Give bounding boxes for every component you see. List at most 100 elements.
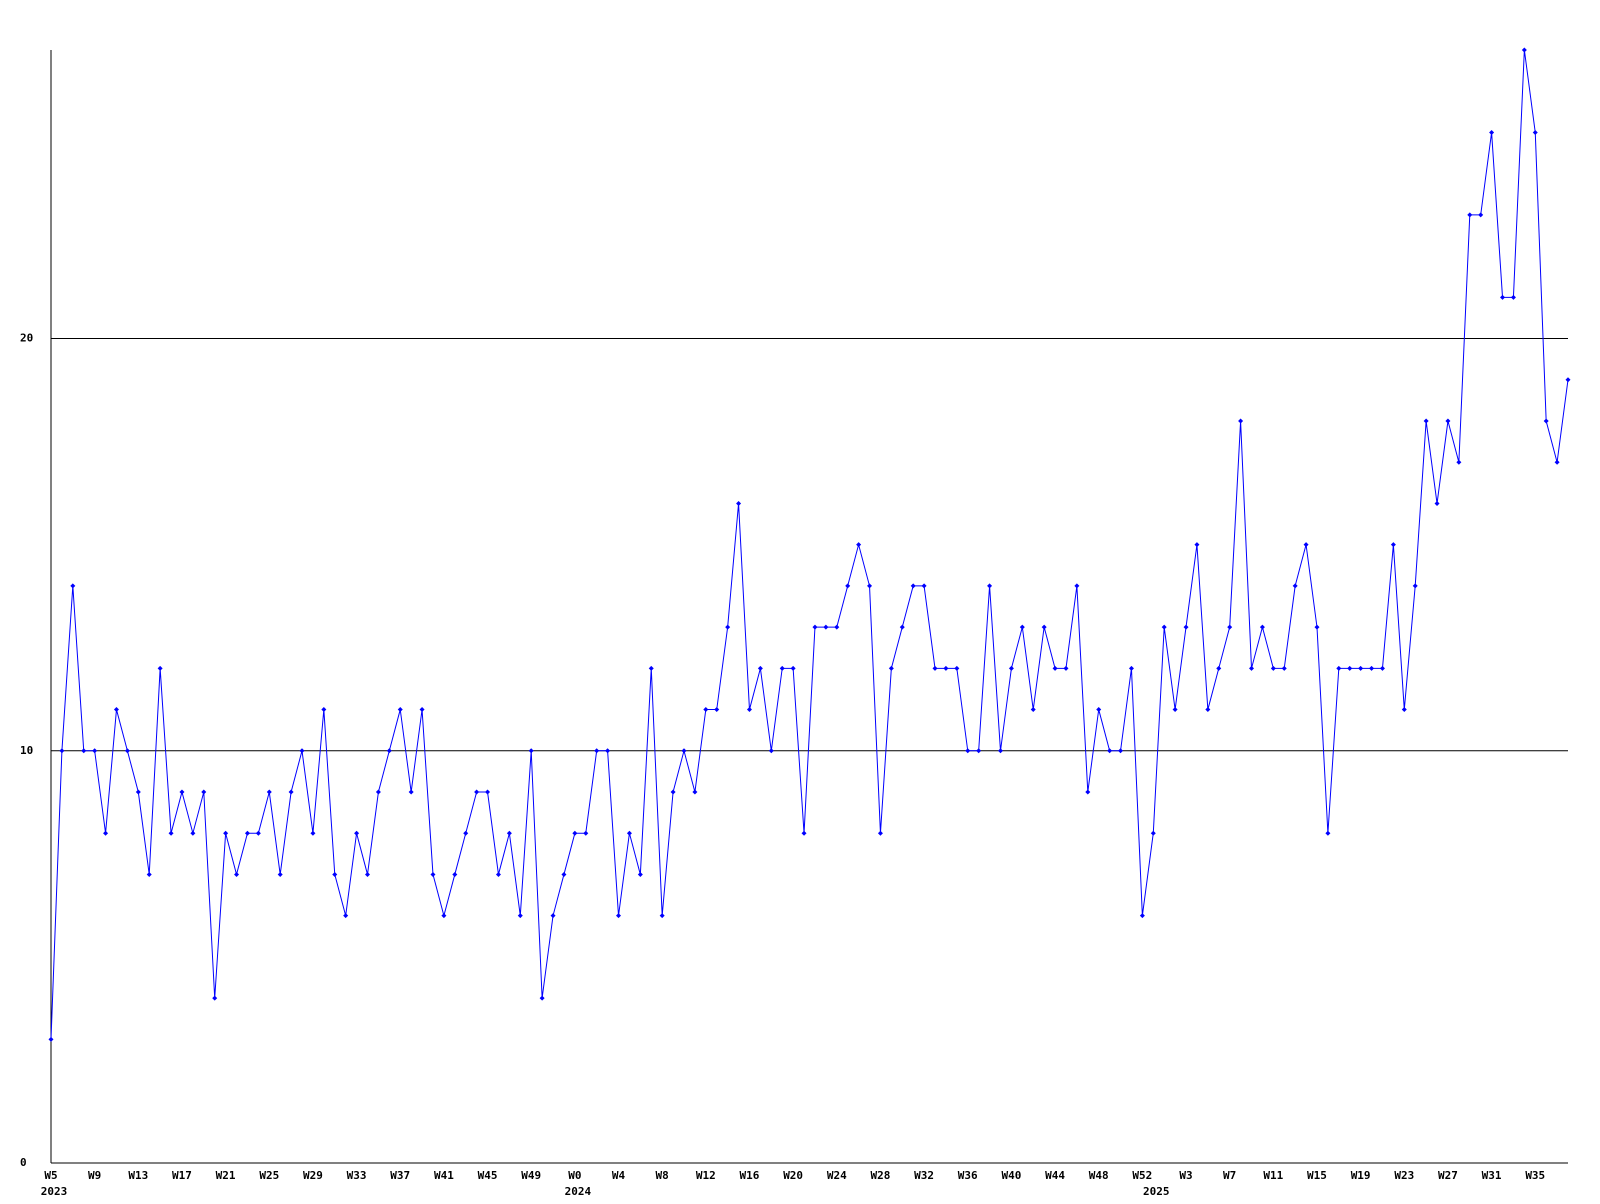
point-marker	[343, 913, 349, 919]
point-marker	[1314, 624, 1320, 630]
point-marker	[1150, 830, 1156, 836]
point-marker	[332, 871, 338, 877]
point-marker	[681, 748, 687, 754]
point-marker	[746, 707, 752, 713]
x-group-label: 2024	[565, 1185, 592, 1198]
point-marker	[790, 665, 796, 671]
point-marker	[1052, 665, 1058, 671]
x-tick-label: W28	[871, 1169, 891, 1182]
point-marker	[70, 583, 76, 589]
point-marker	[1489, 129, 1495, 135]
point-marker	[1139, 913, 1145, 919]
point-marker	[1205, 707, 1211, 713]
point-marker	[1161, 624, 1167, 630]
point-marker	[856, 542, 862, 548]
point-marker	[506, 830, 512, 836]
point-marker	[266, 789, 272, 795]
point-marker	[1336, 665, 1342, 671]
point-marker	[834, 624, 840, 630]
point-marker	[1085, 789, 1091, 795]
point-marker	[463, 830, 469, 836]
point-marker	[899, 624, 905, 630]
point-marker	[910, 583, 916, 589]
point-marker	[92, 748, 98, 754]
point-marker	[212, 995, 218, 1001]
x-tick-label: W27	[1438, 1169, 1458, 1182]
point-marker	[179, 789, 185, 795]
point-marker	[1565, 377, 1571, 383]
point-marker	[1379, 665, 1385, 671]
point-marker	[1292, 583, 1298, 589]
point-marker	[539, 995, 545, 1001]
x-tick-label: W41	[434, 1169, 454, 1182]
point-marker	[594, 748, 600, 754]
x-tick-label: W52	[1132, 1169, 1152, 1182]
point-marker	[812, 624, 818, 630]
point-marker	[1238, 418, 1244, 424]
point-marker	[845, 583, 851, 589]
point-marker	[692, 789, 698, 795]
point-marker	[659, 913, 665, 919]
x-tick-label: W17	[172, 1169, 192, 1182]
point-marker	[1096, 707, 1102, 713]
point-marker	[244, 830, 250, 836]
point-marker	[965, 748, 971, 754]
point-marker	[736, 500, 742, 506]
point-marker	[1249, 665, 1255, 671]
point-marker	[48, 1036, 54, 1042]
x-tick-label: W16	[740, 1169, 760, 1182]
point-marker	[648, 665, 654, 671]
point-marker	[430, 871, 436, 877]
x-group-label: 2023	[41, 1185, 68, 1198]
point-marker	[1216, 665, 1222, 671]
point-marker	[867, 583, 873, 589]
point-marker	[877, 830, 883, 836]
point-marker	[1107, 748, 1113, 754]
point-marker	[1532, 129, 1538, 135]
x-tick-label: W5	[44, 1169, 57, 1182]
x-tick-label: W12	[696, 1169, 716, 1182]
point-marker	[757, 665, 763, 671]
point-marker	[1008, 665, 1014, 671]
point-marker	[1369, 665, 1375, 671]
x-tick-label: W48	[1089, 1169, 1109, 1182]
point-marker	[997, 748, 1003, 754]
x-tick-label: W9	[88, 1169, 101, 1182]
point-marker	[441, 913, 447, 919]
x-tick-label: W0	[568, 1169, 581, 1182]
point-marker	[1401, 707, 1407, 713]
point-marker	[714, 707, 720, 713]
x-tick-label: W45	[478, 1169, 498, 1182]
x-group-label: 2025	[1143, 1185, 1170, 1198]
point-marker	[670, 789, 676, 795]
point-marker	[921, 583, 927, 589]
point-marker	[1118, 748, 1124, 754]
point-marker	[1227, 624, 1233, 630]
x-tick-label: W11	[1263, 1169, 1283, 1182]
point-marker	[1434, 500, 1440, 506]
point-marker	[103, 830, 109, 836]
point-marker	[1074, 583, 1080, 589]
point-marker	[1281, 665, 1287, 671]
x-tick-label: W25	[259, 1169, 279, 1182]
x-tick-label: W31	[1482, 1169, 1502, 1182]
point-marker	[1270, 665, 1276, 671]
point-marker	[1423, 418, 1429, 424]
point-marker	[1194, 542, 1200, 548]
point-marker	[299, 748, 305, 754]
point-marker	[1172, 707, 1178, 713]
x-tick-label: W29	[303, 1169, 323, 1182]
point-marker	[81, 748, 87, 754]
point-marker	[888, 665, 894, 671]
y-tick-label: 10	[20, 744, 33, 757]
point-marker	[1467, 212, 1473, 218]
point-marker	[725, 624, 731, 630]
point-marker	[616, 913, 622, 919]
x-tick-label: W8	[656, 1169, 669, 1182]
point-marker	[288, 789, 294, 795]
point-marker	[223, 830, 229, 836]
point-marker	[1303, 542, 1309, 548]
point-marker	[408, 789, 414, 795]
